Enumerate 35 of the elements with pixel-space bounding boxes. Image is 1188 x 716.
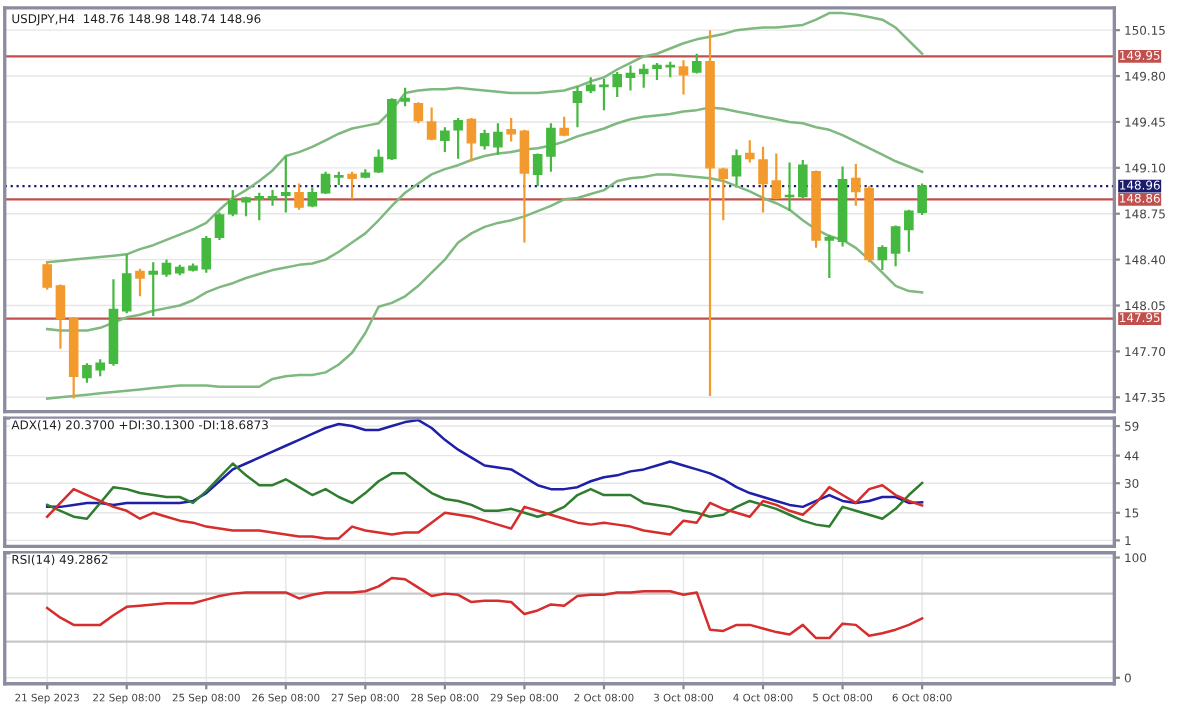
- candlestick: [625, 64, 636, 92]
- candlestick: [347, 170, 357, 201]
- line-series: [45, 576, 924, 640]
- candlestick: [572, 85, 583, 129]
- candlestick: [744, 139, 755, 164]
- candlestick: [42, 261, 52, 291]
- candlestick: [519, 128, 530, 244]
- candlestick: [638, 63, 649, 89]
- candlestick: [320, 170, 331, 196]
- line-series: [45, 483, 924, 540]
- candlestick: [532, 152, 543, 188]
- candlestick: [267, 189, 278, 207]
- candlestick: [546, 122, 556, 173]
- candlestick: [824, 233, 835, 280]
- candlestick: [493, 122, 503, 156]
- candlestick: [373, 148, 384, 175]
- candlestick: [731, 148, 742, 186]
- candlestick: [466, 116, 477, 163]
- candlestick: [294, 182, 304, 211]
- line-series: [45, 462, 924, 528]
- candlestick: [55, 283, 66, 350]
- candlestick: [148, 261, 159, 318]
- candlestick: [506, 116, 516, 143]
- candlestick: [426, 106, 437, 142]
- candlestick: [135, 267, 145, 298]
- line-series: [45, 106, 924, 332]
- candlestick: [214, 211, 225, 242]
- candlestick: [280, 154, 291, 214]
- candlestick: [678, 59, 689, 96]
- candlestick: [413, 101, 424, 125]
- candlestick: [890, 224, 901, 268]
- candlestick: [877, 244, 888, 272]
- candlestick: [121, 253, 132, 315]
- candlestick: [479, 128, 490, 151]
- candlestick: [798, 158, 808, 200]
